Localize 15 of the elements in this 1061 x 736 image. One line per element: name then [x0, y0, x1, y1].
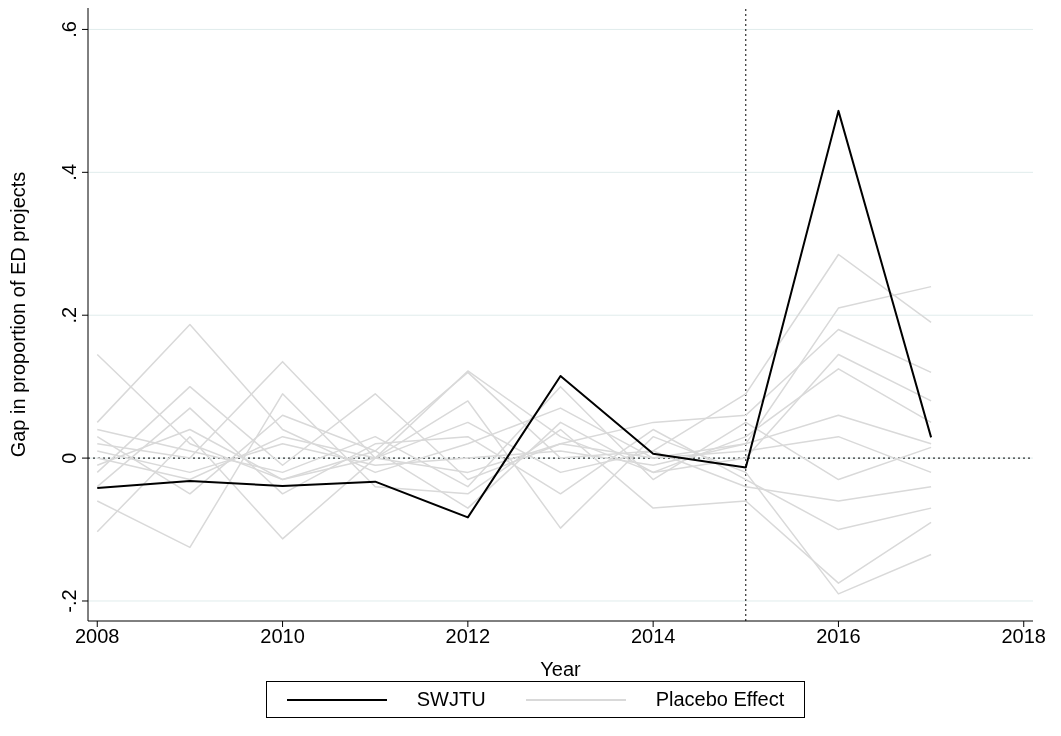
y-tick-label: 0: [58, 452, 80, 464]
x-tick-label: 2010: [260, 625, 305, 648]
y-axis-title: Gap in proportion of ED projects: [7, 171, 30, 458]
y-tick-label: .6: [58, 21, 80, 38]
x-tick-label: 2018: [1001, 625, 1046, 648]
y-tick-label: .4: [58, 163, 80, 181]
y-tick-label: .2: [58, 306, 80, 324]
x-tick-label: 2016: [816, 625, 861, 648]
x-tick-label: 2008: [75, 625, 120, 648]
x-tick-label: 2014: [630, 625, 676, 648]
y-tick-label: -.2: [58, 589, 80, 613]
legend-label: Placebo Effect: [654, 688, 785, 711]
legend-label: SWJTU: [415, 688, 486, 711]
x-tick-label: 2012: [445, 625, 491, 648]
x-axis-title: Year: [540, 658, 582, 680]
